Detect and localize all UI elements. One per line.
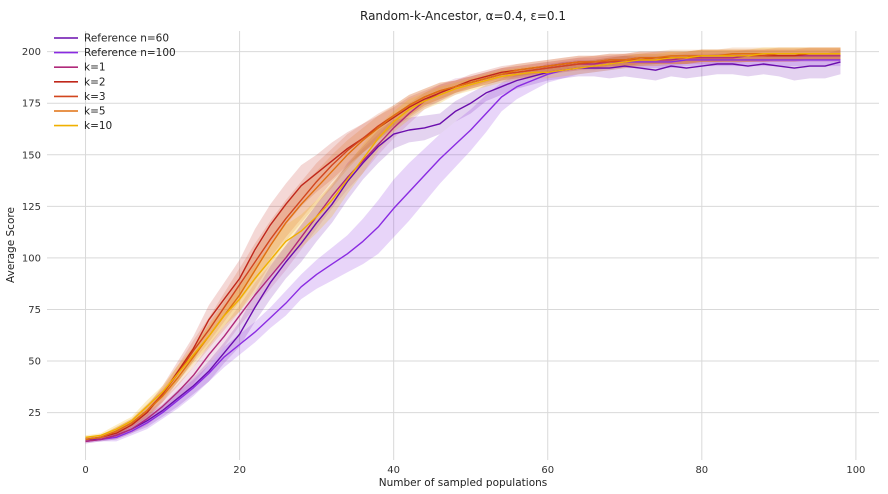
y-tick-label: 100 [22,253,41,264]
x-tick-label: 20 [233,465,246,476]
legend-label: k=10 [84,120,112,132]
series-lines [85,53,841,443]
legend-label: k=3 [84,91,106,103]
y-tick-label: 150 [22,150,41,161]
x-tick-label: 80 [695,465,708,476]
plot-background [47,31,879,460]
series-band [85,47,841,442]
x-tick-label: 60 [541,465,554,476]
x-tick-label: 0 [82,465,88,476]
y-tick-label: 125 [22,202,41,213]
confidence-bands [85,47,841,444]
y-tick-labels: 25 50 75 100 125 150 175 200 [22,47,41,419]
chart-title: Random-k-Ancestor, α=0.4, ε=0.1 [360,9,566,23]
x-tick-label: 100 [846,465,865,476]
x-tick-labels: 0 20 40 60 80 100 [82,465,865,476]
y-axis-label: Average Score [5,207,17,283]
y-tick-label: 50 [28,357,41,368]
legend-label: Reference n=60 [84,33,169,45]
y-tick-label: 75 [28,305,41,316]
x-tick-label: 40 [387,465,400,476]
y-tick-label: 25 [28,408,41,419]
legend-label: k=1 [84,62,106,74]
series-line [85,59,841,443]
series-line [85,53,841,438]
series-band [85,47,841,442]
x-axis-label: Number of sampled populations [379,477,548,489]
series-band [85,53,841,444]
series-band [85,49,841,444]
y-tick-label: 175 [22,99,41,110]
legend: Reference n=60 Reference n=100 k=1 k=2 k=3 k=… [54,33,176,132]
legend-label: Reference n=100 [84,47,176,59]
legend-label: k=5 [84,106,106,118]
series-line [85,61,841,441]
legend-label: k=2 [84,76,106,88]
y-tick-label: 200 [22,47,41,58]
